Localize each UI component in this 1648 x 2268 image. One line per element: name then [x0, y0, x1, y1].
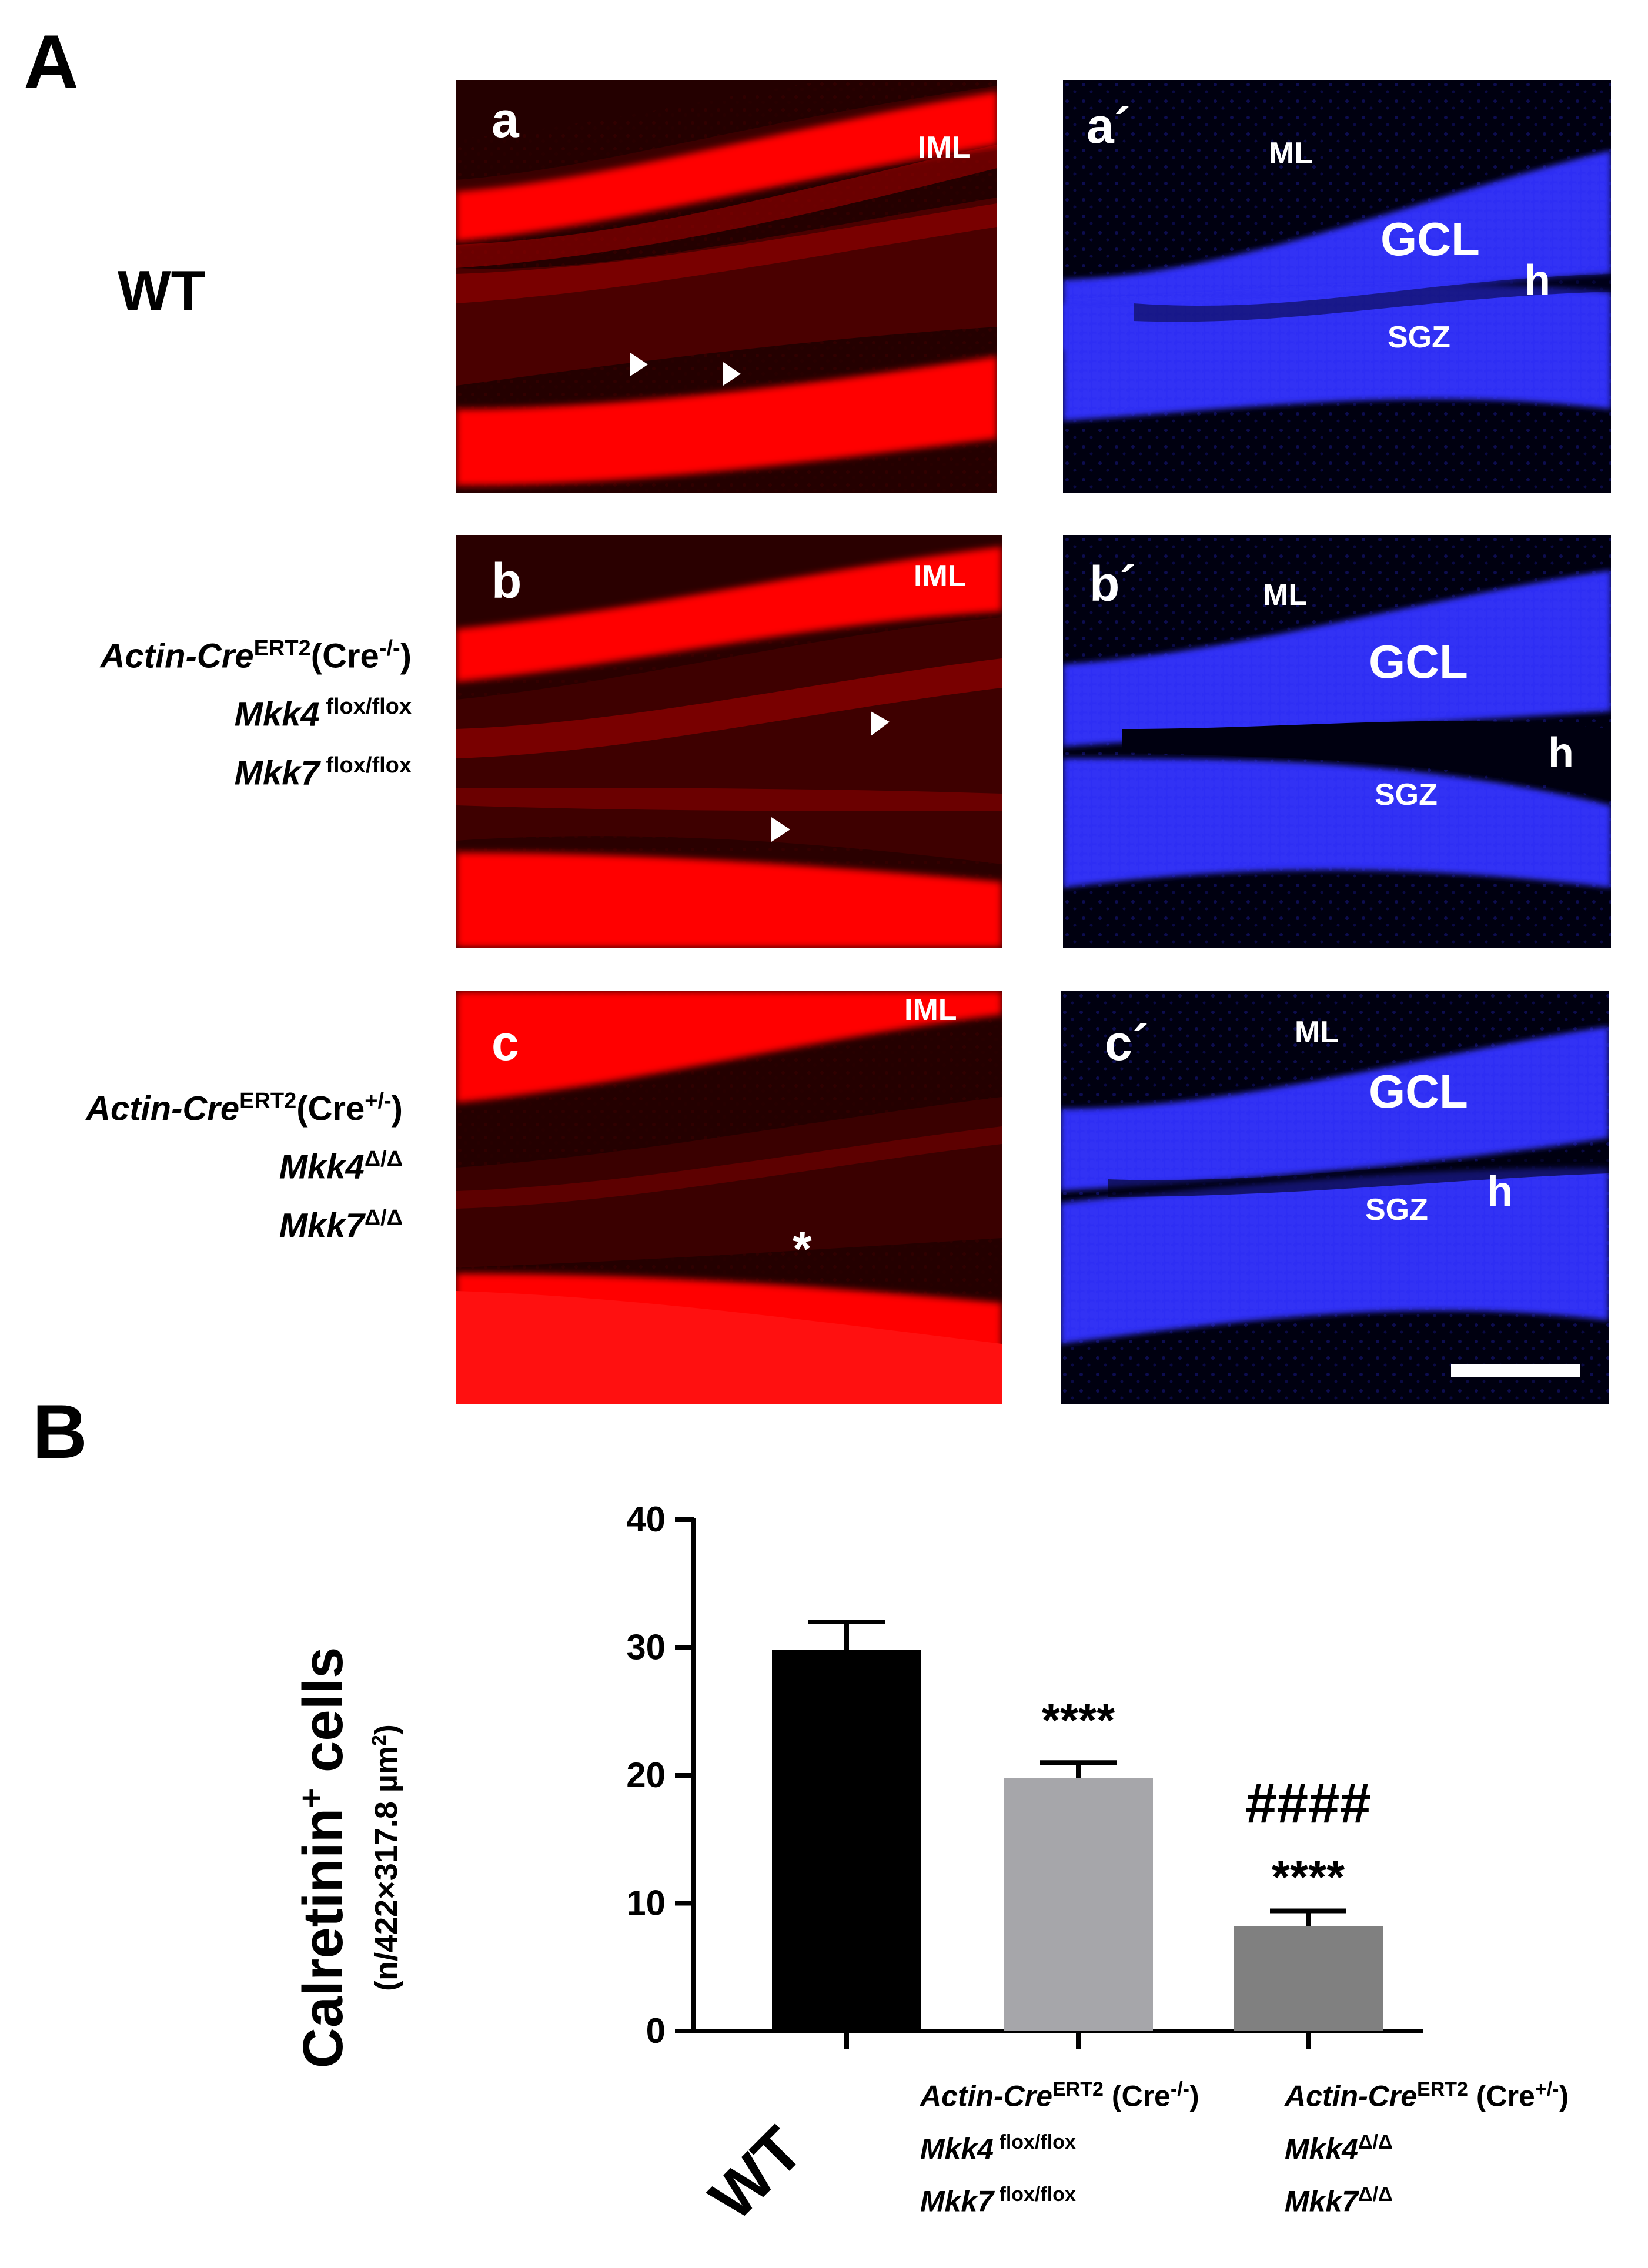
xc-l1-rsup: +/-: [1535, 2078, 1559, 2100]
micrograph-b2-sgz: SGZ: [1375, 778, 1438, 812]
xc-l1-end: ): [1559, 2079, 1569, 2113]
micrograph-a2-dapi: a´ ML GCL h SGZ: [1063, 80, 1611, 493]
x-label-b: Actin-CreERT2 (Cre-/-) Mkk4 flox/flox Mk…: [920, 2066, 1199, 2224]
xc-l2-it: Mkk4: [1285, 2132, 1359, 2166]
row-label-wt: WT: [118, 259, 206, 322]
xb-l1-rest: (Cre: [1103, 2079, 1171, 2113]
micrograph-b2-ml: ML: [1263, 578, 1308, 612]
row-c-l3-sup: Δ/Δ: [364, 1205, 403, 1230]
row-label-b: Actin-CreERT2(Cre-/-) Mkk4 flox/flox Mkk…: [35, 623, 412, 798]
bar: [1234, 1926, 1383, 2031]
micrograph-b2-letter: b´: [1089, 556, 1136, 611]
micrograph-a2-letter: a´: [1087, 98, 1131, 153]
xb-l1-sup: ERT2: [1052, 2078, 1104, 2100]
xb-l2-sup: flox/flox: [994, 2130, 1076, 2153]
micrograph-c2-sgz: SGZ: [1365, 1193, 1428, 1227]
micrograph-a2-h: h: [1525, 257, 1550, 304]
significance-annotation: ****: [1042, 1694, 1115, 1746]
row-c-l1-end: ): [391, 1089, 403, 1128]
xc-l2-sup: Δ/Δ: [1358, 2130, 1393, 2153]
y-axis-label: Calretinin+ cells (n/422×317.8 µm2): [279, 1505, 414, 2210]
row-b-l1-it: Actin-Cre: [100, 637, 254, 675]
row-c-l3-it: Mkk7: [279, 1206, 365, 1245]
xc-l1-it: Actin-Cre: [1285, 2079, 1418, 2113]
micrograph-c2-letter: c´: [1105, 1015, 1149, 1071]
micrograph-b2-h: h: [1548, 730, 1574, 777]
micrograph-a-letter: a: [492, 92, 519, 148]
row-c-l1-rest: (Cre: [296, 1089, 365, 1128]
xc-l1-sup: ERT2: [1417, 2078, 1468, 2100]
micrograph-c-calretinin: c IML *: [456, 991, 1002, 1404]
ylabel-rest: cells: [292, 1647, 355, 1788]
row-c-l2-sup: Δ/Δ: [364, 1147, 403, 1172]
y-tick-label: 30: [626, 1628, 666, 1667]
arrowhead-icon: [630, 353, 648, 376]
micrograph-c-letter: c: [492, 1015, 519, 1071]
significance-annotation: ####: [1245, 1772, 1371, 1835]
x-label-c: Actin-CreERT2 (Cre+/-) Mkk4Δ/Δ Mkk7Δ/Δ: [1285, 2066, 1569, 2224]
ylabel-sub-sup: 2: [368, 1735, 390, 1747]
xc-l3-it: Mkk7: [1285, 2185, 1359, 2218]
bar: [772, 1650, 921, 2031]
xb-l1-rsup: -/-: [1170, 2078, 1189, 2100]
y-tick-label: 20: [626, 1755, 666, 1795]
xc-l3-sup: Δ/Δ: [1358, 2183, 1393, 2206]
micrograph-a2-gcl: GCL: [1380, 213, 1480, 265]
micrograph-b-iml: IML: [914, 559, 967, 593]
row-b-l1-rsup: -/-: [379, 636, 400, 661]
ylabel-sub-end: ): [369, 1724, 404, 1735]
row-b-l3-it: Mkk7: [234, 753, 320, 792]
ylabel-main: Calretinin: [292, 1808, 355, 2069]
bar: [1004, 1778, 1153, 2031]
micrograph-b2-gcl: GCL: [1369, 635, 1468, 688]
row-b-l2-sup: flox/flox: [319, 694, 412, 720]
row-b-l1-end: ): [400, 637, 412, 675]
xb-l1-end: ): [1189, 2079, 1199, 2113]
micrograph-c-iml: IML: [904, 993, 957, 1027]
xc-l1-rest: (Cre: [1468, 2079, 1535, 2113]
row-c-l1-sup: ERT2: [239, 1089, 297, 1113]
micrograph-b-calretinin: b IML: [456, 535, 1002, 948]
micrograph-b-letter: b: [492, 553, 522, 608]
panel-b-label: B: [32, 1389, 88, 1474]
micrograph-c2-h: h: [1487, 1168, 1513, 1215]
micrograph-a-iml: IML: [918, 131, 971, 165]
row-b-l1-rest: (Cre: [310, 637, 379, 675]
row-c-l2-it: Mkk4: [279, 1148, 365, 1186]
arrowhead-icon: [771, 817, 790, 842]
scale-bar: [1451, 1364, 1580, 1377]
micrograph-c2-ml: ML: [1295, 1015, 1339, 1049]
micrograph-a-calretinin: a IML: [456, 80, 997, 493]
micrograph-a2-ml: ML: [1269, 136, 1313, 170]
y-tick-label: 10: [626, 1884, 666, 1923]
row-b-l2-it: Mkk4: [234, 695, 320, 734]
ylabel-sup: +: [292, 1788, 330, 1808]
micrograph-c-asterisk: *: [793, 1221, 812, 1276]
xb-l2-it: Mkk4: [920, 2132, 994, 2166]
row-c-l1-it: Actin-Cre: [86, 1089, 240, 1128]
micrograph-c2-gcl: GCL: [1369, 1065, 1468, 1118]
y-tick-label: 0: [646, 2011, 666, 2050]
arrowhead-icon: [723, 362, 741, 386]
micrograph-a2-sgz: SGZ: [1388, 320, 1450, 354]
row-b-l3-sup: flox/flox: [319, 752, 412, 778]
xb-l3-it: Mkk7: [920, 2185, 994, 2218]
xb-l3-sup: flox/flox: [994, 2183, 1076, 2206]
micrograph-c2-dapi: c´ ML GCL h SGZ: [1061, 991, 1609, 1404]
y-tick-label: 40: [626, 1500, 666, 1539]
row-b-l1-sup: ERT2: [253, 636, 311, 661]
xb-l1-it: Actin-Cre: [920, 2079, 1053, 2113]
ylabel-sub: (n/422×317.8 µm: [369, 1746, 404, 1991]
significance-annotation: ****: [1272, 1851, 1345, 1904]
micrograph-b2-dapi: b´ ML GCL h SGZ: [1063, 535, 1611, 948]
row-label-c: Actin-CreERT2(Cre+/-) Mkk4Δ/Δ Mkk7Δ/Δ: [35, 1076, 403, 1251]
arrowhead-icon: [871, 711, 890, 736]
row-c-l1-rsup: +/-: [365, 1089, 392, 1113]
panel-a-label: A: [24, 19, 79, 105]
